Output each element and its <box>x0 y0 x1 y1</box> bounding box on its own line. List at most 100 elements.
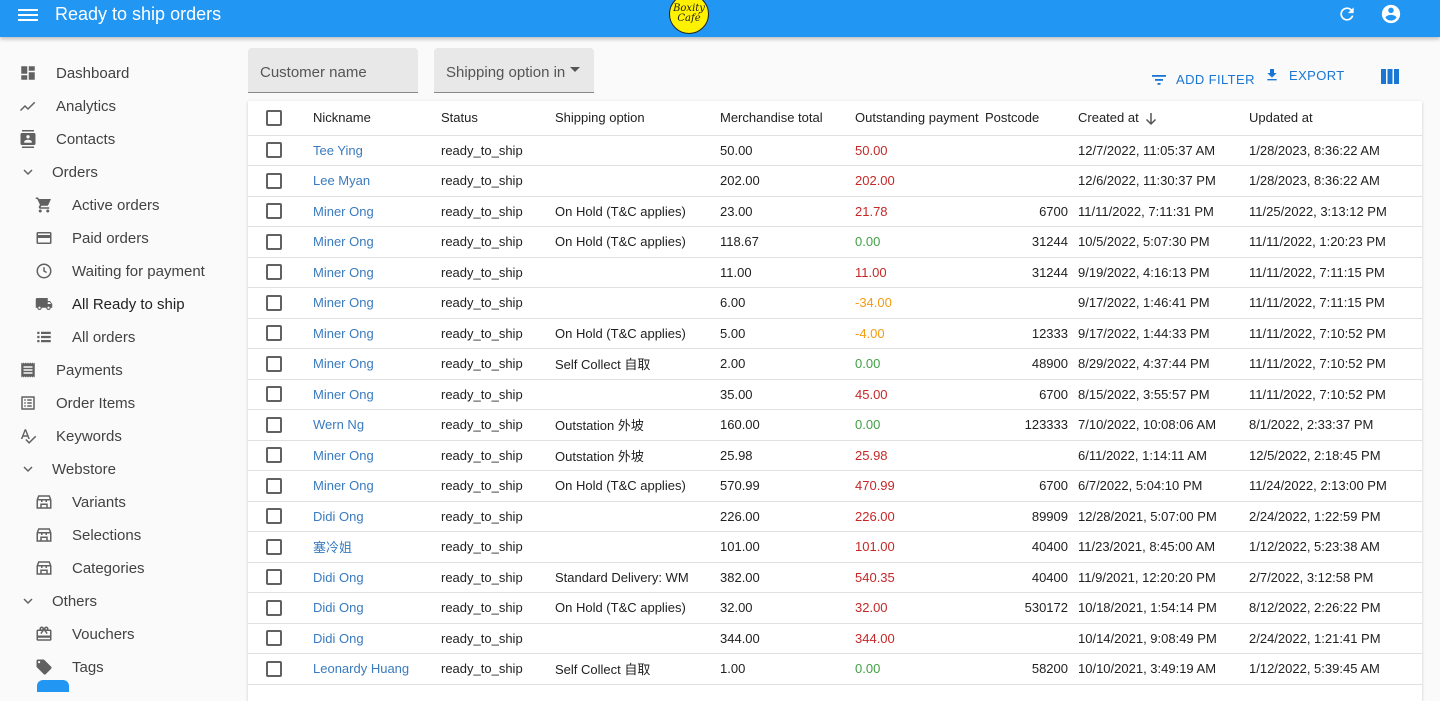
col-postcode[interactable]: Postcode <box>985 101 1078 136</box>
col-shipping-option[interactable]: Shipping option <box>555 101 720 136</box>
nickname-cell[interactable]: Leonardy Huang <box>313 653 441 685</box>
export-button[interactable]: EXPORT <box>1264 67 1345 83</box>
sidebar-item-others[interactable]: Others <box>0 585 240 618</box>
updated-at-cell: 11/11/2022, 7:10:52 PM <box>1249 318 1422 349</box>
table-row[interactable]: Miner Ong ready_to_ship Outstation 外坡 25.98… <box>248 440 1422 471</box>
nickname-cell[interactable]: Miner Ong <box>313 440 441 471</box>
merchandise-total-cell: 11.00 <box>720 257 855 288</box>
nickname-cell[interactable]: Miner Ong <box>313 226 441 258</box>
table-row[interactable]: Tee Ying ready_to_ship 50.00 50.00 12/7/2022… <box>248 135 1422 166</box>
sidebar-item-contacts[interactable]: Contacts <box>0 123 240 156</box>
sort-down-arrow-icon[interactable] <box>1145 112 1157 126</box>
nickname-cell[interactable]: Miner Ong <box>313 348 441 380</box>
sidebar-item-waiting-for-payment[interactable]: Waiting for payment <box>0 255 240 288</box>
row-checkbox[interactable] <box>266 599 282 616</box>
nickname-cell[interactable]: Lee Myan <box>313 165 441 197</box>
col-merchandise-total[interactable]: Merchandise total <box>720 101 855 136</box>
table-row[interactable]: Leonardy Huang ready_to_ship Self Collect … <box>248 653 1422 685</box>
row-checkbox[interactable] <box>266 325 282 342</box>
nickname-cell[interactable]: Miner Ong <box>313 470 441 502</box>
table-row[interactable]: Miner Ong ready_to_ship Self Collect 自取 2.0… <box>248 348 1422 380</box>
row-checkbox[interactable] <box>266 233 282 250</box>
sidebar-item-keywords[interactable]: Keywords <box>0 420 240 453</box>
nickname-cell[interactable]: Didi Ong <box>313 501 441 532</box>
sidebar-item-categories[interactable]: Categories <box>0 552 240 585</box>
shipping-option-filter[interactable]: Shipping option in <box>434 48 594 93</box>
row-checkbox[interactable] <box>266 203 282 220</box>
sidebar-item-label: Analytics <box>56 98 117 115</box>
sidebar-item-variants[interactable]: Variants <box>0 486 240 519</box>
table-row[interactable]: Miner Ong ready_to_ship On Hold (T&C appli… <box>248 226 1422 258</box>
refresh-icon[interactable] <box>1337 4 1357 24</box>
nickname-cell[interactable]: Tee Ying <box>313 135 441 166</box>
menu-icon[interactable] <box>18 6 38 26</box>
shipping-option-cell <box>555 135 720 166</box>
add-filter-button[interactable]: ADD FILTER <box>1151 72 1255 87</box>
row-checkbox[interactable] <box>266 142 282 159</box>
sidebar-item-selections[interactable]: Selections <box>0 519 240 552</box>
nickname-cell[interactable]: 塞冷姐 <box>313 531 441 563</box>
table-row[interactable]: 塞冷姐 ready_to_ship 101.00 101.00 40400 11/23/2… <box>248 531 1422 563</box>
row-checkbox[interactable] <box>266 416 282 433</box>
table-row[interactable]: Didi Ong ready_to_ship On Hold (T&C applie… <box>248 592 1422 624</box>
nickname-cell[interactable]: Miner Ong <box>313 257 441 288</box>
download-icon <box>1267 69 1277 81</box>
row-checkbox[interactable] <box>266 447 282 464</box>
col-updated-at[interactable]: Updated at <box>1249 101 1422 136</box>
nickname-cell[interactable]: Wern Ng <box>313 409 441 441</box>
row-checkbox[interactable] <box>266 355 282 372</box>
table-row[interactable]: Didi Ong ready_to_ship 226.00 226.00 89909 12… <box>248 501 1422 532</box>
table-row[interactable]: Lee Myan ready_to_ship 202.00 202.00 12/6/20… <box>248 165 1422 197</box>
nickname-cell[interactable]: Didi Ong <box>313 562 441 593</box>
table-row[interactable]: Miner Ong ready_to_ship On Hold (T&C appli… <box>248 318 1422 349</box>
row-checkbox[interactable] <box>266 538 282 555</box>
row-checkbox[interactable] <box>266 569 282 586</box>
row-checkbox[interactable] <box>266 264 282 281</box>
sidebar-item-vouchers[interactable]: Vouchers <box>0 618 240 651</box>
sidebar-item-order-items[interactable]: Order Items <box>0 387 240 420</box>
row-checkbox[interactable] <box>266 294 282 311</box>
sidebar-item-payments[interactable]: Payments <box>0 354 240 387</box>
sidebar-item-label: Orders <box>52 164 98 181</box>
col-outstanding-payment[interactable]: Outstanding payment <box>855 101 985 136</box>
nickname-cell[interactable]: Miner Ong <box>313 318 441 349</box>
sidebar-item-paid-orders[interactable]: Paid orders <box>0 222 240 255</box>
account-icon[interactable] <box>1380 3 1402 25</box>
table-row[interactable]: Miner Ong ready_to_ship On Hold (T&C appli… <box>248 196 1422 227</box>
sidebar-item-analytics[interactable]: Analytics <box>0 90 240 123</box>
sidebar-item-dashboard[interactable]: Dashboard <box>0 57 240 90</box>
table-row[interactable]: Miner Ong ready_to_ship 11.00 11.00 31244 9/1… <box>248 257 1422 288</box>
row-checkbox[interactable] <box>266 630 282 647</box>
col-created-at[interactable]: Created at <box>1078 101 1249 136</box>
table-row[interactable]: Miner Ong ready_to_ship 6.00 -34.00 9/17/202… <box>248 287 1422 319</box>
sidebar-item-webstore[interactable]: Webstore <box>0 453 240 486</box>
nickname-cell[interactable]: Miner Ong <box>313 379 441 410</box>
table-row[interactable]: Didi Ong ready_to_ship 344.00 344.00 10/14/2… <box>248 623 1422 654</box>
table-row[interactable]: Miner Ong ready_to_ship 35.00 45.00 6700 8/15… <box>248 379 1422 410</box>
sidebar-item-all-orders[interactable]: All orders <box>0 321 240 354</box>
nickname-cell[interactable]: Miner Ong <box>313 287 441 319</box>
select-all-checkbox[interactable] <box>266 109 282 126</box>
row-checkbox[interactable] <box>266 508 282 525</box>
outstanding-payment-cell: -4.00 <box>855 318 985 349</box>
table-row[interactable]: Wern Ng ready_to_ship Outstation 外坡 160.00 0… <box>248 409 1422 441</box>
nickname-cell[interactable]: Didi Ong <box>313 592 441 624</box>
row-checkbox[interactable] <box>266 172 282 189</box>
sidebar-item-orders[interactable]: Orders <box>0 156 240 189</box>
table-row[interactable]: Didi Ong ready_to_ship Standard Delivery: … <box>248 562 1422 593</box>
col-status[interactable]: Status <box>441 101 555 136</box>
sidebar-item-all-ready-to-ship[interactable]: All Ready to ship <box>0 288 240 321</box>
updated-at-cell: 1/12/2022, 5:23:38 AM <box>1249 531 1422 563</box>
customer-name-filter[interactable]: Customer name <box>248 48 418 93</box>
sidebar-item-active-orders[interactable]: Active orders <box>0 189 240 222</box>
row-checkbox[interactable] <box>266 477 282 494</box>
row-checkbox[interactable] <box>266 660 282 677</box>
columns-icon[interactable] <box>1381 69 1399 84</box>
sidebar-item-tags[interactable]: Tags <box>0 651 240 684</box>
cart-icon <box>34 195 54 215</box>
row-checkbox[interactable] <box>266 386 282 403</box>
nickname-cell[interactable]: Miner Ong <box>313 196 441 227</box>
col-nickname[interactable]: Nickname <box>313 101 441 136</box>
nickname-cell[interactable]: Didi Ong <box>313 623 441 654</box>
table-row[interactable]: Miner Ong ready_to_ship On Hold (T&C appli… <box>248 470 1422 502</box>
